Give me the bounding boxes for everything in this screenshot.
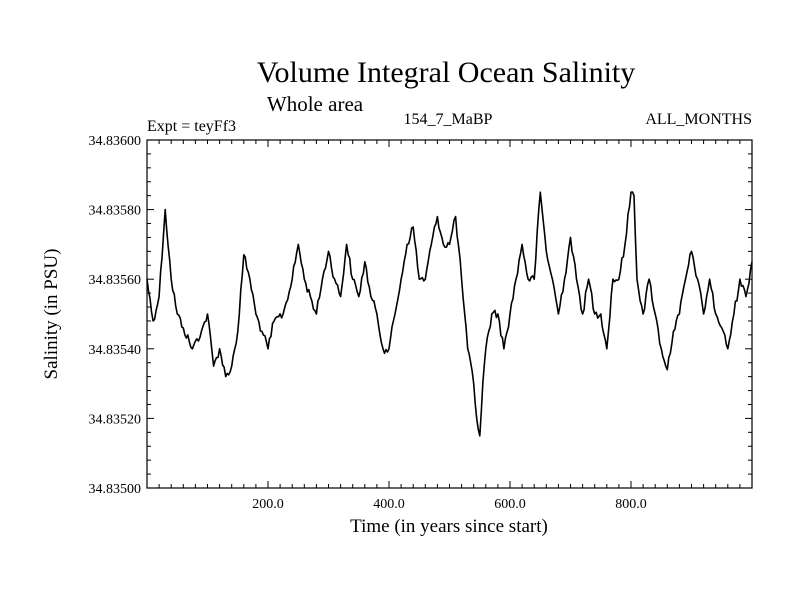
y-tick-label: 34.83580 [89,204,142,219]
y-tick-label: 34.83540 [89,343,142,358]
x-axis-title: Time (in years since start) [350,516,548,537]
y-axis-title: Salinity (in PSU) [41,249,62,380]
y-tick-label: 34.83560 [89,273,142,288]
axis-ticks: 200.0 400.0 600.0 800.0 34.83500 34.83520 34.8… [89,134,752,512]
x-tick-label: 800.0 [615,497,647,512]
series-layer [146,191,753,437]
experiment-label: Expt = teyFf3 [147,118,236,135]
x-tick-label: 400.0 [373,497,405,512]
months-label: ALL_MONTHS [645,111,752,128]
series-line [146,191,753,437]
y-tick-label: 34.83520 [89,412,142,427]
y-tick-label: 34.83500 [89,482,142,497]
x-tick-label: 600.0 [494,497,526,512]
x-tick-label: 200.0 [252,497,284,512]
plot-frame [146,139,753,489]
period-label: 154_7_MaBP [404,111,493,128]
chart-subtitle: Whole area [267,92,364,116]
chart-title: Volume Integral Ocean Salinity [257,56,636,89]
y-tick-label: 34.83600 [89,134,142,149]
